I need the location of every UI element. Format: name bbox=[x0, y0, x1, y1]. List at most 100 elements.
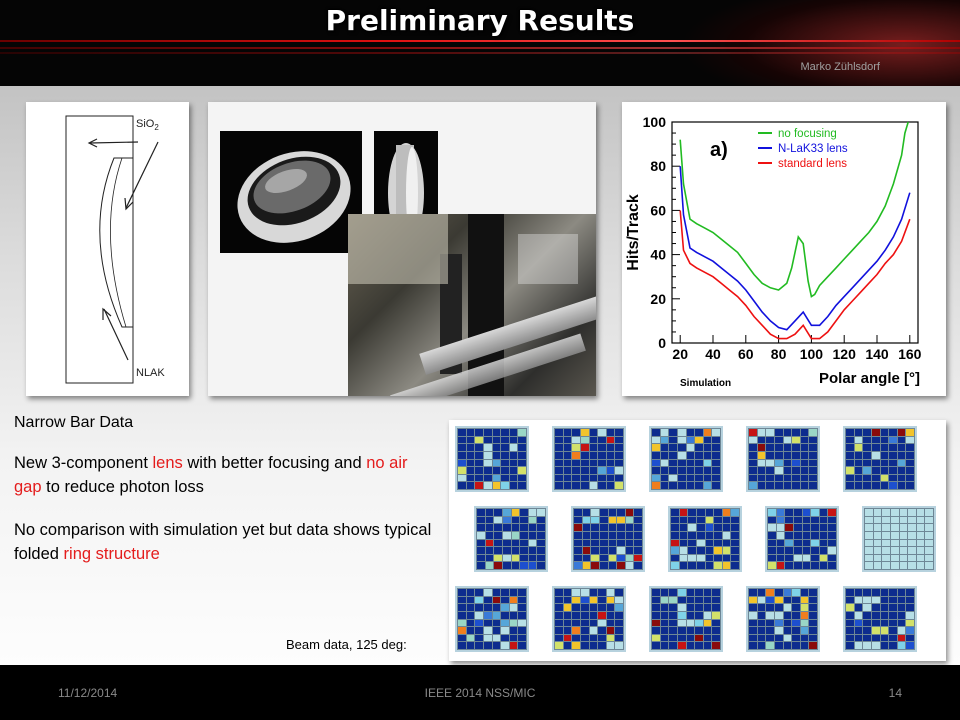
pixel-cell bbox=[501, 444, 509, 451]
pixel-cell bbox=[537, 562, 545, 569]
pixel-cell bbox=[555, 436, 563, 444]
pixel-cell bbox=[572, 436, 580, 444]
hit-map-tile bbox=[746, 426, 820, 492]
pixel-cell bbox=[705, 516, 714, 524]
pixel-cell bbox=[871, 482, 880, 489]
pixel-cell bbox=[766, 596, 774, 604]
pixel-cell bbox=[509, 474, 518, 482]
pixel-cell bbox=[749, 627, 757, 634]
pixel-cell bbox=[572, 642, 580, 649]
pixel-cell bbox=[722, 509, 731, 516]
pixel-cell bbox=[652, 444, 660, 451]
pixel-cell bbox=[598, 611, 606, 619]
nlak-label: NLAK bbox=[136, 367, 165, 379]
hit-map-tile bbox=[455, 426, 529, 492]
pixel-cell bbox=[783, 459, 792, 467]
lens-paragraph: New 3-component lens with better focusin… bbox=[14, 454, 408, 496]
pixel-cell bbox=[679, 554, 688, 562]
pixel-cell bbox=[899, 539, 908, 547]
pixel-cell bbox=[475, 619, 483, 627]
pixel-cell bbox=[679, 547, 688, 554]
pixel-cell bbox=[703, 642, 712, 649]
pixel-cell bbox=[880, 429, 889, 436]
pixel-cell bbox=[501, 627, 509, 634]
pixel-cell bbox=[466, 467, 475, 474]
pixel-cell bbox=[749, 634, 757, 642]
pixel-cell bbox=[671, 554, 679, 562]
pixel-cell bbox=[528, 524, 537, 531]
pixel-cell bbox=[483, 627, 492, 634]
beam-glow bbox=[680, 0, 960, 86]
pixel-cell bbox=[518, 459, 526, 467]
pixel-cell bbox=[528, 516, 537, 524]
pixel-cell bbox=[871, 604, 880, 611]
pixel-cell bbox=[792, 451, 800, 459]
pixel-cell bbox=[906, 589, 914, 596]
pixel-cell bbox=[792, 619, 800, 627]
pixel-cell bbox=[458, 642, 466, 649]
pixel-cell bbox=[766, 429, 774, 436]
pixel-cell bbox=[906, 619, 914, 627]
pixel-cell bbox=[792, 634, 800, 642]
pixel-cell bbox=[925, 516, 933, 524]
pixel-cell bbox=[712, 467, 720, 474]
pixel-cell bbox=[677, 459, 686, 467]
pixel-cell bbox=[897, 604, 906, 611]
pixel-cell bbox=[819, 509, 828, 516]
pixel-cell bbox=[466, 444, 475, 451]
pixel-cell bbox=[871, 467, 880, 474]
pixel-cell bbox=[854, 474, 863, 482]
pixel-cell bbox=[458, 611, 466, 619]
hit-map-tile bbox=[843, 426, 917, 492]
pixel-cell bbox=[757, 482, 766, 489]
pixel-cell bbox=[582, 509, 591, 516]
pixel-cell bbox=[563, 627, 572, 634]
pixel-cell bbox=[686, 474, 695, 482]
pixel-cell bbox=[615, 474, 623, 482]
pixel-cell bbox=[712, 596, 720, 604]
pixel-cell bbox=[589, 474, 598, 482]
pixel-cell bbox=[671, 524, 679, 531]
pixel-cell bbox=[846, 627, 854, 634]
pixel-cell bbox=[617, 524, 625, 531]
pixel-cell bbox=[802, 547, 811, 554]
pixel-cell bbox=[908, 509, 916, 516]
pixel-cell bbox=[669, 589, 677, 596]
pixel-cell bbox=[580, 436, 589, 444]
pixel-cell bbox=[518, 619, 526, 627]
pixel-cell bbox=[749, 642, 757, 649]
pixel-cell bbox=[660, 604, 669, 611]
pixel-cell bbox=[686, 619, 695, 627]
pixel-cell bbox=[518, 467, 526, 474]
pixel-cell bbox=[863, 589, 871, 596]
pixel-cell bbox=[800, 642, 809, 649]
pixel-cell bbox=[774, 436, 783, 444]
pixel-cell bbox=[749, 589, 757, 596]
pixel-cell bbox=[785, 554, 793, 562]
pixel-cell bbox=[475, 611, 483, 619]
x-tick-label: 60 bbox=[738, 346, 754, 362]
pixel-cell bbox=[863, 604, 871, 611]
pixel-cell bbox=[800, 451, 809, 459]
pixel-cell bbox=[908, 554, 916, 562]
pixel-cell bbox=[572, 589, 580, 596]
pixel-cell bbox=[458, 604, 466, 611]
pixel-cell bbox=[889, 604, 897, 611]
pixel-cell bbox=[625, 516, 634, 524]
pixel-cell bbox=[712, 634, 720, 642]
pixel-cell bbox=[572, 444, 580, 451]
pixel-cell bbox=[688, 554, 696, 562]
footer: 11/12/2014 IEEE 2014 NSS/MIC 14 bbox=[0, 665, 960, 720]
pixel-cell bbox=[582, 516, 591, 524]
pixel-cell bbox=[458, 467, 466, 474]
pixel-cell bbox=[572, 634, 580, 642]
pixel-cell bbox=[677, 444, 686, 451]
pixel-cell bbox=[458, 619, 466, 627]
pixel-cell bbox=[871, 459, 880, 467]
pixel-cell bbox=[652, 459, 660, 467]
pixel-cell bbox=[483, 459, 492, 467]
pixel-cell bbox=[492, 642, 501, 649]
pixel-cell bbox=[766, 627, 774, 634]
pixel-cell bbox=[774, 482, 783, 489]
pixel-cell bbox=[492, 474, 501, 482]
